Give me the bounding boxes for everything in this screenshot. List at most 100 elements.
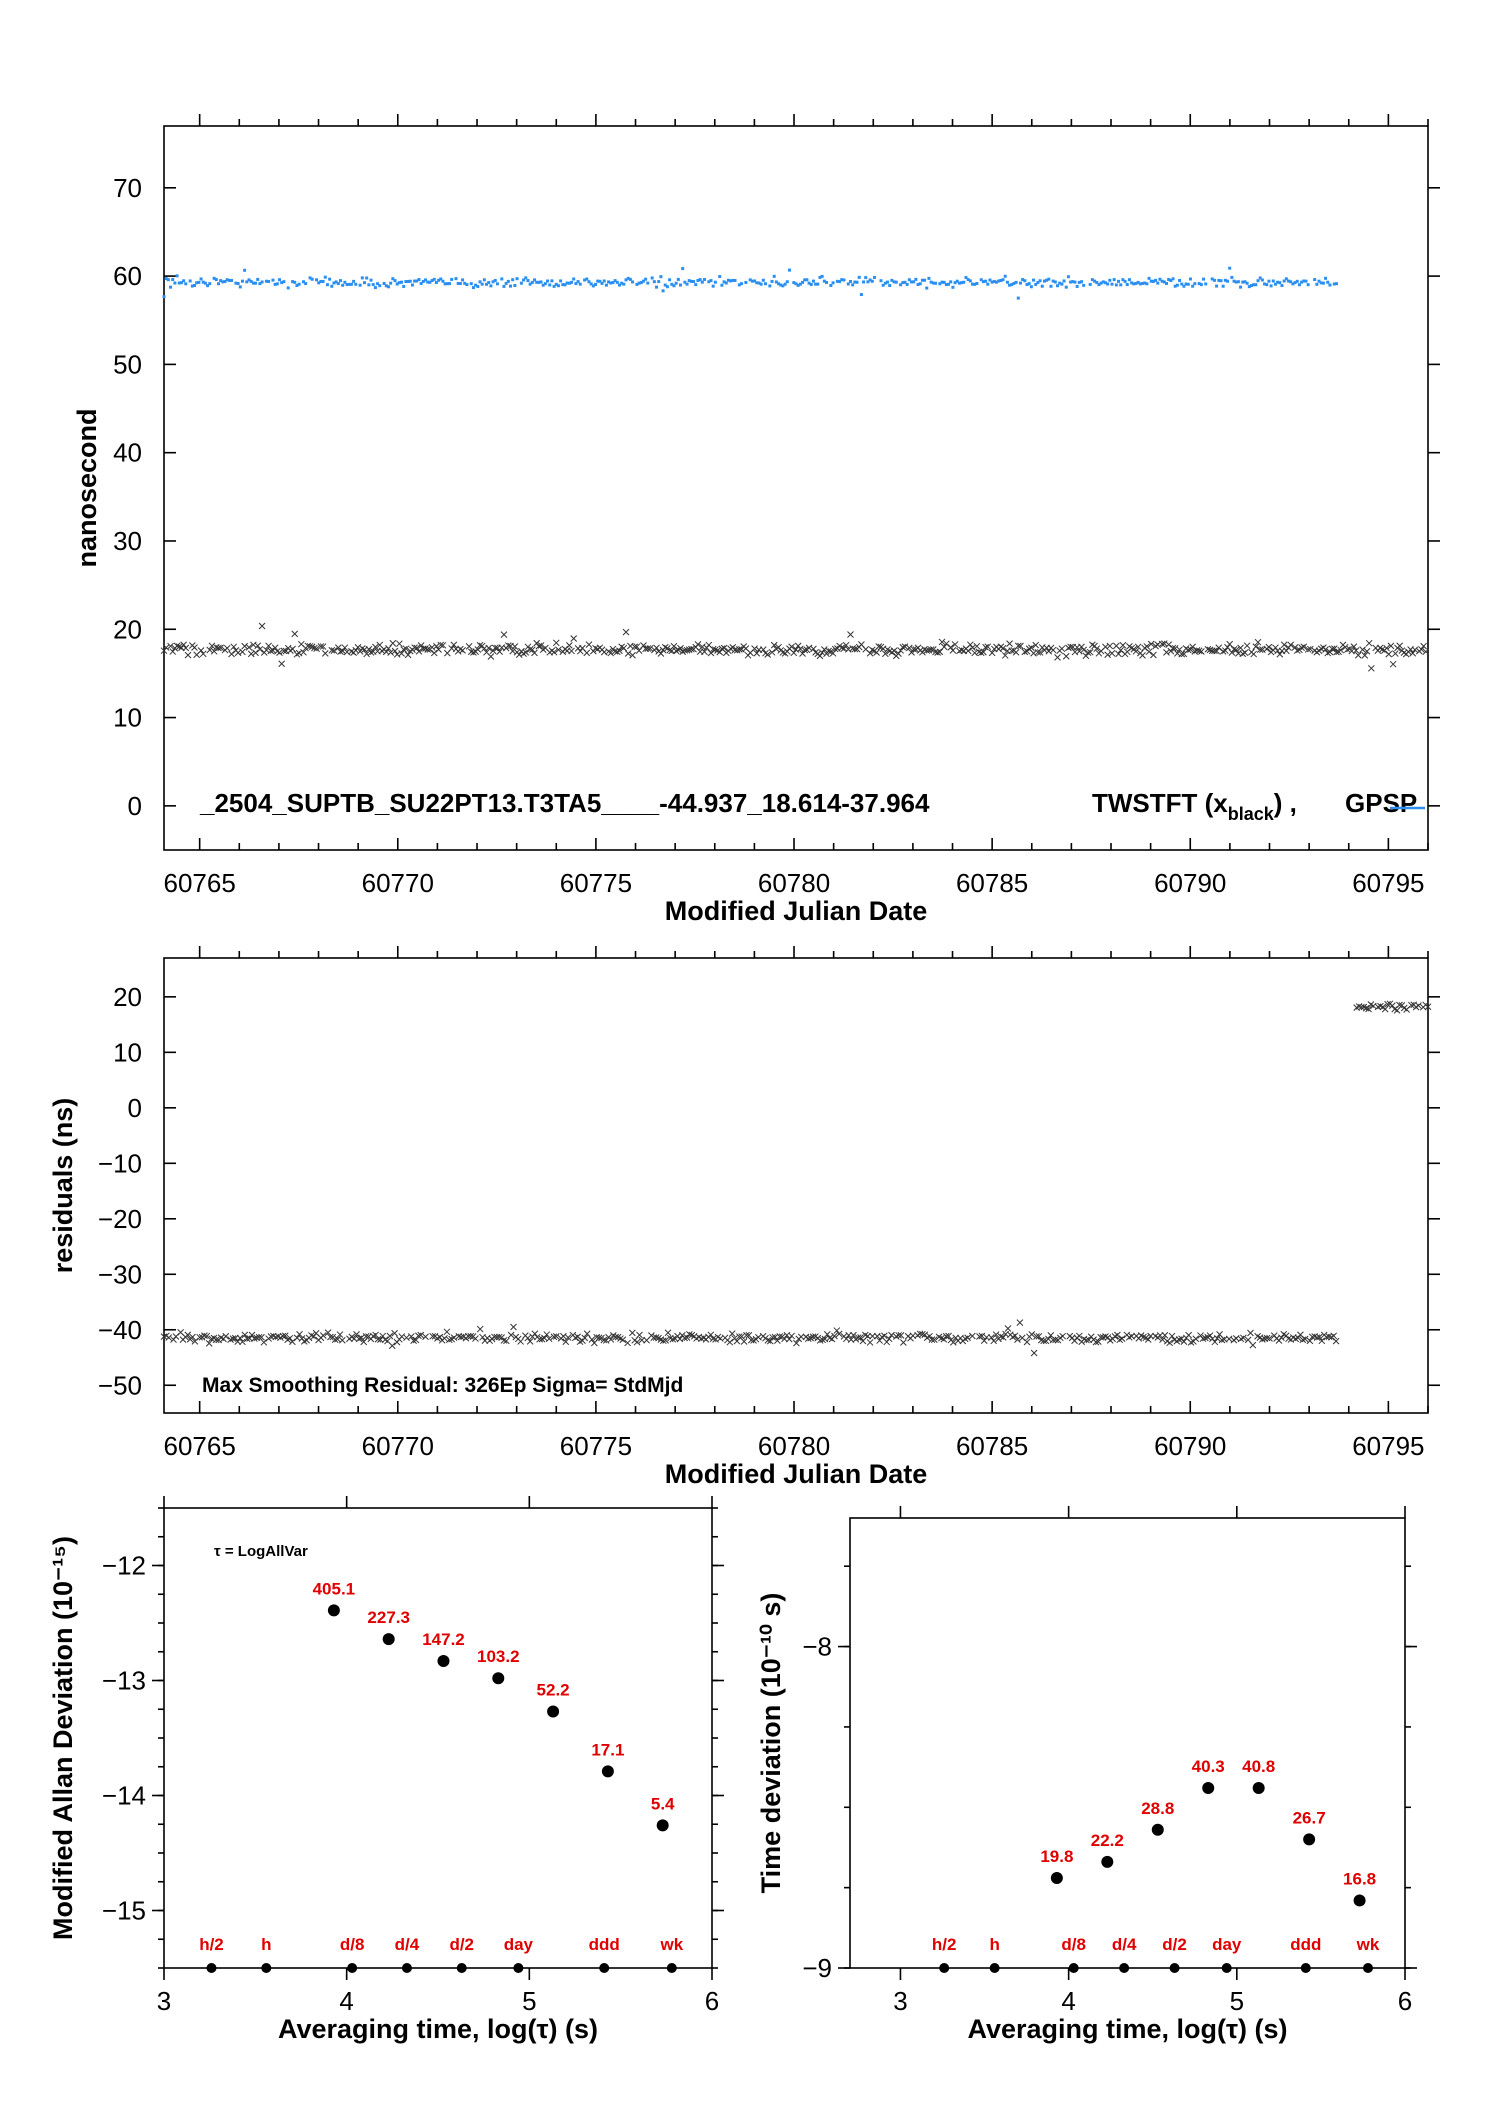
data-point <box>371 283 375 287</box>
data-point <box>1298 644 1305 651</box>
plot-frame <box>163 957 1429 1414</box>
data-point <box>1001 652 1009 659</box>
data-point <box>1280 641 1288 649</box>
data-point <box>1095 280 1099 284</box>
data-point <box>252 649 259 657</box>
data-point <box>171 278 175 282</box>
data-point <box>988 278 992 282</box>
data-point <box>1115 650 1122 658</box>
data-point <box>944 283 948 287</box>
data-point <box>857 1334 864 1341</box>
data-point <box>532 278 536 282</box>
y-tick-label: 40 <box>113 438 142 468</box>
data-point <box>594 283 598 287</box>
x-tick-label: 60795 <box>1352 868 1424 898</box>
data-point <box>1003 274 1007 278</box>
data-point <box>1204 282 1208 286</box>
data-point <box>502 1337 510 1345</box>
data-point <box>785 1335 793 1343</box>
y-tick-label: −15 <box>102 1896 146 1926</box>
y-tick-label: 20 <box>113 614 142 644</box>
data-point <box>1119 641 1127 649</box>
data-point <box>1093 645 1101 653</box>
data-point <box>1252 643 1260 650</box>
data-point <box>895 1331 902 1339</box>
data-point <box>1326 280 1330 284</box>
data-point <box>738 1333 746 1340</box>
data-point <box>360 276 364 280</box>
data-point <box>1032 278 1036 282</box>
data-point <box>1263 282 1267 286</box>
data-point <box>276 649 283 656</box>
data-point <box>429 1332 437 1340</box>
data-point <box>664 1329 672 1337</box>
data-point <box>628 277 632 281</box>
y-tick-label: 10 <box>113 1037 142 1067</box>
data-point <box>354 643 362 651</box>
data-point <box>999 1334 1007 1341</box>
data-point <box>1123 279 1127 283</box>
data-point <box>1147 276 1151 280</box>
data-point <box>611 281 615 285</box>
data-point <box>496 648 503 655</box>
data-point <box>547 1705 560 1718</box>
data-point <box>537 642 545 649</box>
data-point <box>656 1819 669 1832</box>
tau-marker <box>206 1963 217 1973</box>
data-point <box>433 642 440 650</box>
data-point <box>790 649 798 657</box>
data-point <box>1299 1336 1307 1344</box>
data-point <box>859 293 863 297</box>
data-point <box>602 279 606 283</box>
data-point <box>365 645 373 653</box>
data-point <box>1141 281 1145 285</box>
data-point <box>203 1332 211 1340</box>
data-point <box>193 284 197 288</box>
data-point <box>339 279 343 283</box>
data-point <box>365 276 369 280</box>
data-point <box>1256 646 1264 653</box>
data-point <box>385 644 392 652</box>
data-point <box>258 1333 265 1341</box>
data-point <box>1113 1331 1121 1339</box>
data-point <box>1293 647 1301 654</box>
data-point <box>506 279 510 283</box>
data-point <box>901 281 905 285</box>
data-point <box>1278 281 1282 285</box>
data-point <box>689 279 693 283</box>
data-point <box>376 282 380 286</box>
data-point <box>864 276 868 280</box>
data-point <box>264 279 268 283</box>
data-point <box>1062 652 1070 660</box>
data-point <box>574 282 578 286</box>
data-point <box>1102 643 1109 651</box>
data-point <box>225 278 229 282</box>
data-point <box>1221 284 1225 288</box>
data-point <box>1215 284 1219 288</box>
data-point <box>251 281 255 285</box>
data-point <box>180 641 187 649</box>
data-point <box>278 278 282 282</box>
data-point <box>1180 282 1184 286</box>
data-point <box>587 280 591 284</box>
data-point <box>378 284 382 288</box>
data-point <box>712 646 719 654</box>
data-point <box>583 649 591 657</box>
data-point <box>683 1334 691 1341</box>
data-point <box>243 1335 251 1343</box>
data-point <box>1139 652 1146 659</box>
data-point <box>437 1654 450 1667</box>
data-point <box>393 279 397 283</box>
data-point <box>629 1329 636 1337</box>
data-point <box>770 641 778 649</box>
data-point <box>297 282 301 286</box>
data-point <box>576 647 584 655</box>
y-tick-label: 0 <box>128 791 142 821</box>
data-point <box>334 644 342 651</box>
data-point <box>1256 279 1260 283</box>
data-point <box>961 1335 969 1343</box>
x-tick-label: 3 <box>157 1986 171 2016</box>
data-point <box>162 295 166 299</box>
data-point <box>1350 643 1358 650</box>
data-point <box>424 278 428 282</box>
